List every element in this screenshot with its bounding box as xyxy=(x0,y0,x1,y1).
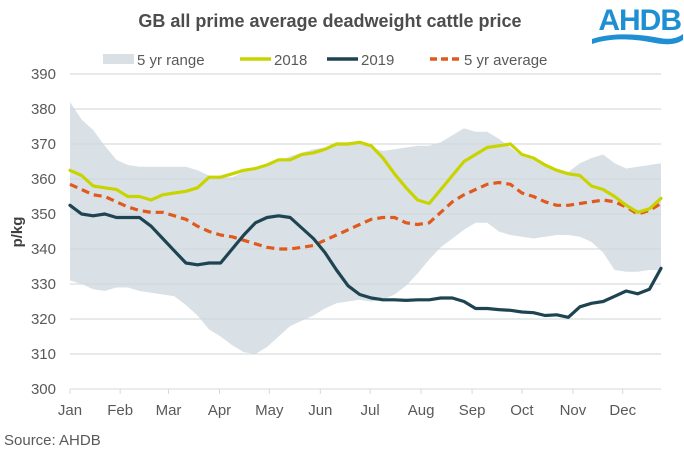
x-tick-label: Sep xyxy=(459,402,486,419)
x-tick-label: Mar xyxy=(156,402,182,419)
legend-label-5-yr-average: 5 yr average xyxy=(464,52,547,69)
chart-title: GB all prime average deadweight cattle p… xyxy=(138,11,521,31)
legend-label-2018: 2018 xyxy=(274,52,307,69)
x-tick-label: Aug xyxy=(408,402,435,419)
y-tick-label: 380 xyxy=(31,101,56,118)
series-line-2018 xyxy=(68,140,663,214)
range-layer xyxy=(70,73,661,390)
y-tick-label: 390 xyxy=(31,66,56,83)
y-tick-label: 310 xyxy=(31,346,56,363)
x-tick-label: Dec xyxy=(609,402,636,419)
x-tick-label: Oct xyxy=(510,402,534,419)
y-tick-label: 370 xyxy=(31,136,56,153)
y-axis-label: p/kg xyxy=(9,217,26,248)
legend: 5 yr range 2018 2019 5 yr average xyxy=(103,52,547,69)
legend-label-5-yr-range: 5 yr range xyxy=(137,52,205,69)
logo-text: AHDB xyxy=(598,4,681,37)
y-tick-label: 340 xyxy=(31,241,56,258)
source-note: Source: AHDB xyxy=(4,432,101,449)
x-tick-label: Jan xyxy=(58,402,82,419)
x-tick-label: Feb xyxy=(107,402,133,419)
legend-swatch-5-yr-range xyxy=(103,54,134,64)
x-tick-label: Jun xyxy=(308,402,332,419)
x-tick-label: May xyxy=(255,402,284,419)
series-line-5-yr-average xyxy=(69,180,662,251)
y-tick-label: 360 xyxy=(31,171,56,188)
series-layer xyxy=(68,140,663,319)
y-tick-label: 320 xyxy=(31,311,56,328)
logo-wave-icon xyxy=(592,34,683,45)
x-tick-label: Jul xyxy=(361,402,380,419)
ahdb-logo: AHDB xyxy=(592,4,683,45)
x-tick-label: Nov xyxy=(560,402,587,419)
y-tick-label: 300 xyxy=(31,381,56,398)
x-tick-label: Apr xyxy=(208,402,231,419)
axes: Jan Feb Mar Apr May Jun Jul Aug Sep Oct Nov Dec xyxy=(58,388,661,419)
y-tick-label: 350 xyxy=(31,206,56,223)
series-line-2019 xyxy=(68,203,663,319)
legend-label-2019: 2019 xyxy=(361,52,394,69)
range-area-5yr xyxy=(70,102,661,354)
y-tick-label: 330 xyxy=(31,276,56,293)
